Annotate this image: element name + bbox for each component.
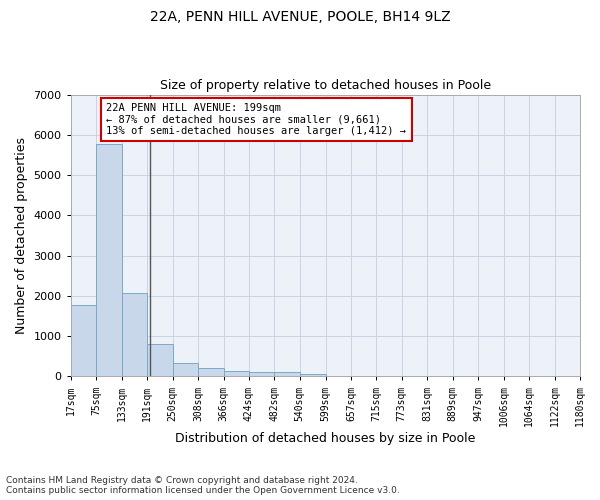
Bar: [300, 374, 326, 376]
Bar: [274, 372, 300, 376]
Bar: [71, 304, 96, 376]
Text: Contains HM Land Registry data © Crown copyright and database right 2024.
Contai: Contains HM Land Registry data © Crown c…: [6, 476, 400, 495]
X-axis label: Distribution of detached houses by size in Poole: Distribution of detached houses by size …: [175, 432, 476, 445]
Bar: [198, 368, 224, 376]
Text: 22A PENN HILL AVENUE: 199sqm
← 87% of detached houses are smaller (9,661)
13% of: 22A PENN HILL AVENUE: 199sqm ← 87% of de…: [106, 103, 406, 136]
Y-axis label: Number of detached properties: Number of detached properties: [15, 137, 28, 334]
Bar: [147, 344, 173, 376]
Bar: [173, 362, 198, 376]
Text: 22A, PENN HILL AVENUE, POOLE, BH14 9LZ: 22A, PENN HILL AVENUE, POOLE, BH14 9LZ: [149, 10, 451, 24]
Title: Size of property relative to detached houses in Poole: Size of property relative to detached ho…: [160, 79, 491, 92]
Bar: [122, 294, 147, 376]
Bar: [224, 372, 249, 376]
Bar: [96, 144, 122, 376]
Bar: [249, 372, 274, 376]
